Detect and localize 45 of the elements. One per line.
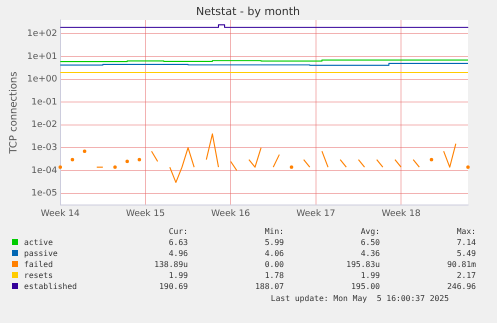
y-tick-label: 1e+01 xyxy=(26,52,58,62)
y-tick-label: 1e+02 xyxy=(26,29,58,40)
x-tick-label: Week 18 xyxy=(382,208,421,219)
y-tick-label: 1e-01 xyxy=(31,97,58,108)
text: 4.36 xyxy=(360,248,380,259)
legend-label: failed xyxy=(23,259,54,270)
x-tick-label: Week 14 xyxy=(40,208,80,219)
text: 2.17 xyxy=(456,270,476,281)
x-tick-label: Week 17 xyxy=(296,208,336,219)
y-tick-label: 1e-02 xyxy=(31,120,58,130)
text: Avg: xyxy=(360,226,380,237)
legend-label: established xyxy=(23,281,78,292)
text: 7.14 xyxy=(456,237,476,248)
x-tick-label: Week 15 xyxy=(126,208,165,219)
text: 0.00 xyxy=(264,259,284,270)
y-axis-title: TCP connections xyxy=(8,72,20,155)
text: 1.99 xyxy=(360,270,380,281)
y-tick-label: 1e-04 xyxy=(31,166,58,176)
text: 5.99 xyxy=(264,237,284,248)
legend-label: active xyxy=(23,237,54,248)
text: Cur: xyxy=(168,226,188,237)
chart-title: Netstat - by month xyxy=(196,5,300,18)
text: 4.96 xyxy=(168,248,188,259)
text: 246.96 xyxy=(446,281,476,292)
text: 4.06 xyxy=(264,248,284,259)
text: Min: xyxy=(264,226,284,237)
text: 1.78 xyxy=(264,270,284,281)
text: 190.69 xyxy=(158,281,188,292)
text: 138.89u xyxy=(153,259,188,270)
text: Max: xyxy=(456,226,476,237)
text: 6.50 xyxy=(360,237,380,248)
y-tick-label: 1e-05 xyxy=(31,188,58,199)
text: 90.81m xyxy=(446,259,476,270)
text: 5.49 xyxy=(456,248,476,259)
text: 6.63 xyxy=(168,237,188,248)
x-tick-label: Week 16 xyxy=(211,208,250,219)
legend-label: passive xyxy=(23,248,59,259)
legend-label: resets xyxy=(23,270,54,281)
text: 195.00 xyxy=(350,281,380,292)
text: 195.83u xyxy=(345,259,380,270)
y-tick-label: 1e-03 xyxy=(31,143,58,154)
text: 188.07 xyxy=(254,281,284,292)
y-tick-label: 1e+00 xyxy=(26,74,58,85)
text: 1.99 xyxy=(168,270,188,281)
text: Last update: Mon May 5 16:00:37 2025 xyxy=(270,294,449,303)
